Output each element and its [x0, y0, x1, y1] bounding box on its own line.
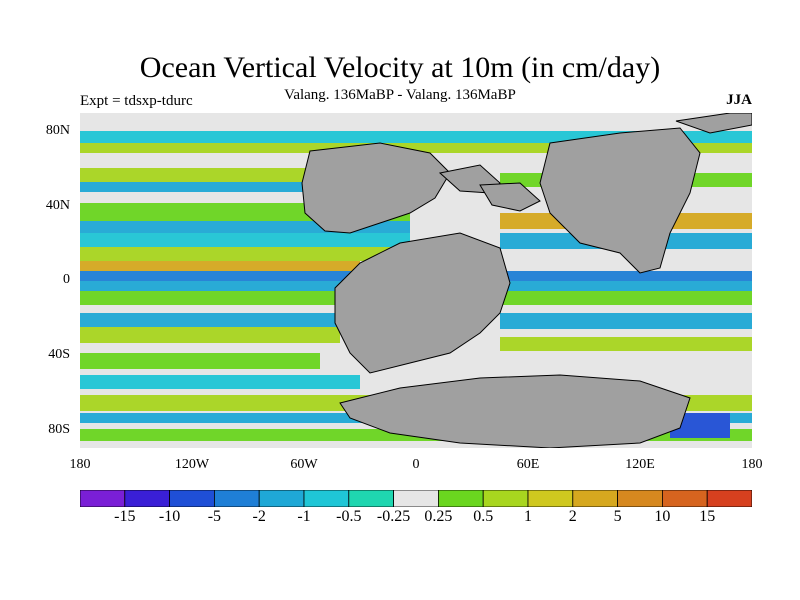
- lat-label-80s: 80S: [48, 422, 70, 437]
- colorbar-box: [169, 490, 215, 507]
- lat-label-80n: 80N: [45, 123, 70, 138]
- lon-label-180e: 180: [741, 457, 763, 472]
- colorbar-box: [482, 490, 529, 507]
- colorbar-label: 0.5: [473, 508, 494, 525]
- colorbar-box: [437, 490, 484, 507]
- colorbar: [80, 490, 752, 507]
- colorbar-box: [527, 490, 574, 507]
- colorbar-box: [303, 490, 350, 507]
- landmasses: [301, 113, 752, 448]
- colorbar-label: 0.25: [424, 508, 453, 525]
- lon-label-0: 0: [412, 457, 420, 472]
- colorbar-box: [124, 490, 170, 507]
- colorbar-labels: -15 -10 -5 -2 -1 -0.5 -0.25 0.25 0.5 1 2 5 10 15: [80, 508, 752, 530]
- colorbar-label: 1: [524, 508, 532, 525]
- colorbar-label: -0.25: [376, 508, 411, 525]
- colorbar-label: 10: [654, 508, 671, 525]
- colorbar-box: [348, 490, 394, 507]
- colorbar-label: -0.5: [336, 508, 362, 525]
- colorbar-label: 5: [613, 508, 622, 525]
- colorbar-label: -10: [158, 508, 181, 525]
- colorbar-box: [213, 490, 260, 507]
- colorbar-label: -1: [297, 508, 311, 525]
- colorbar-box: [258, 490, 305, 507]
- lat-label-40n: 40N: [45, 198, 70, 213]
- lon-label-120e: 120E: [625, 457, 655, 472]
- lon-label-180w: 180: [69, 457, 91, 472]
- ocean-velocity-map: [80, 113, 752, 448]
- lon-label-60w: 60W: [290, 457, 318, 472]
- map-title: Ocean Vertical Velocity at 10m (in cm/da…: [139, 51, 661, 84]
- lat-label-40s: 40S: [48, 347, 70, 362]
- lon-label-60e: 60E: [516, 457, 540, 472]
- colorbar-label: 15: [699, 508, 716, 525]
- colorbar-box: [572, 490, 618, 507]
- lon-label-120w: 120W: [174, 457, 210, 472]
- colorbar-box: [393, 490, 439, 507]
- colorbar-box: [706, 490, 752, 507]
- colorbar-box: [662, 490, 708, 507]
- lat-label-eq: 0: [63, 272, 70, 287]
- colorbar-box: [617, 490, 663, 507]
- colorbar-label: -15: [114, 508, 136, 525]
- colorbar-box: [80, 490, 126, 507]
- colorbar-label: -5: [207, 508, 222, 525]
- map-subtitle: Valang. 136MaBP - Valang. 136MaBP: [284, 87, 516, 103]
- colorbar-label: -2: [252, 508, 266, 525]
- season-label: JJA: [726, 92, 752, 108]
- experiment-label: Expt = tdsxp-tdurc: [80, 93, 193, 109]
- colorbar-label: 2: [568, 508, 577, 525]
